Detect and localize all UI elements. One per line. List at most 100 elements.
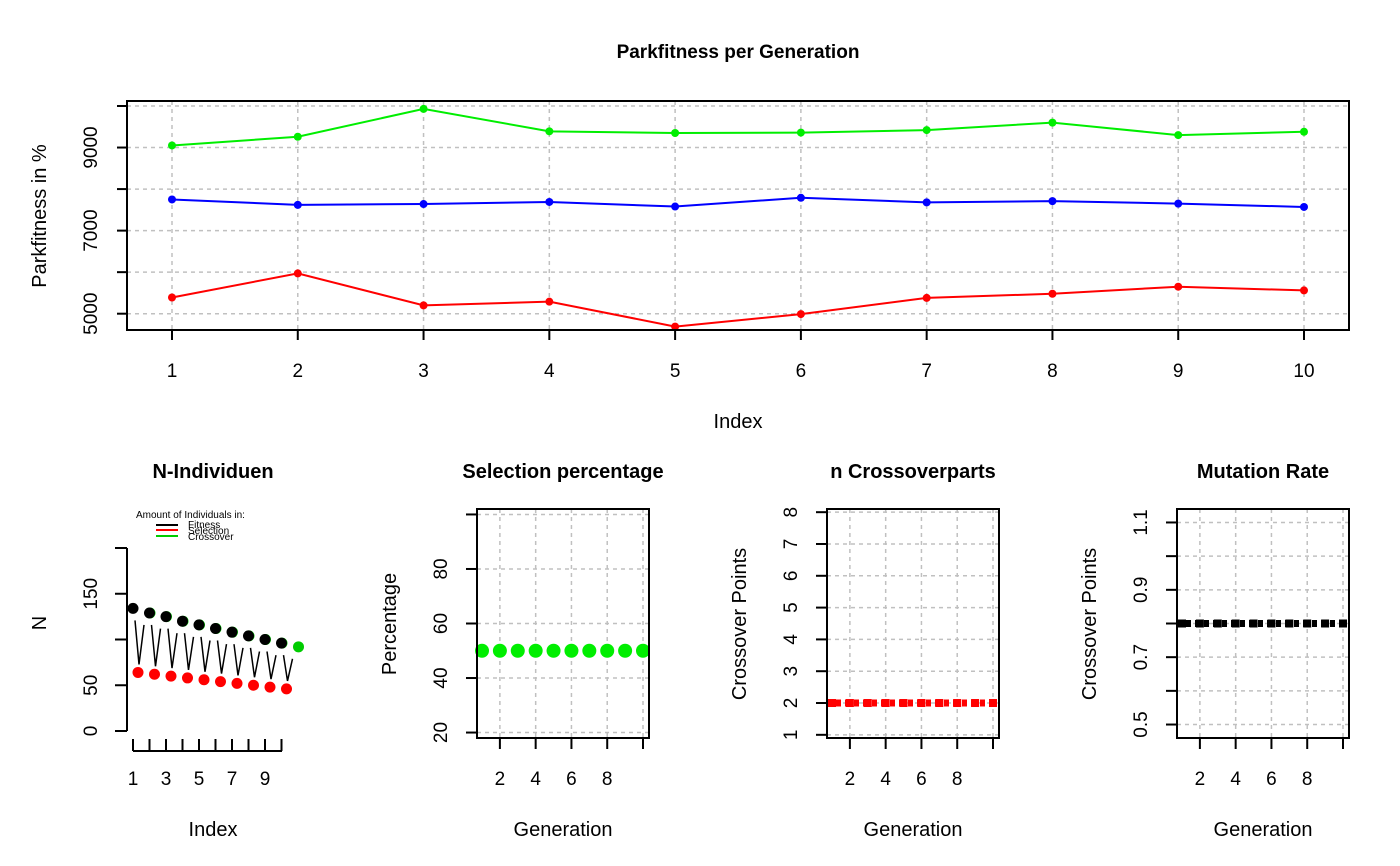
selection-point [215,676,226,688]
zigzag-line [200,636,211,672]
selection-x-label: Generation [514,819,613,841]
fitness-point [177,615,188,627]
selection-point [510,643,525,658]
zigzag-line [233,644,244,676]
series-point [168,195,176,204]
x-tick-label: 2 [845,769,856,790]
selection-point [165,670,177,682]
series-line [171,272,1305,328]
crossover-ticks: 2 4 6 8 1 2 3 4 5 6 7 8 [781,507,994,790]
series-point [419,200,428,209]
x-tick-label: 3 [161,769,172,790]
mutation-panel: Mutation Rate 2 4 6 8 0.5 0.7 0.9 1.1 Generatio… [1079,461,1350,841]
series-point [1300,127,1308,136]
crossover-point [863,699,872,708]
nindividuen-x-label: Index [189,819,238,841]
fitness-point [276,637,287,649]
crossover-point [989,699,997,708]
crossover-point [971,699,980,708]
selection-point [149,668,160,680]
y-tick-label: 4 [781,634,802,645]
nindividuen-y-label: N [29,616,51,630]
selection-point [528,643,543,658]
mutation-point [1178,619,1186,628]
series-point [1048,197,1057,206]
selection-ticks: 2 4 6 8 20 40 60 80 [431,513,644,790]
series-point [1048,118,1057,127]
crossover-panel: n Crossoverparts 2 4 6 8 1 2 3 4 5 6 7 8 Generation… [729,461,1000,841]
mutation-point [1321,619,1330,628]
series-point [922,126,931,135]
series-point [1174,282,1183,291]
fitness-point [193,619,205,631]
selection-y-label: Percentage [379,573,401,675]
y-tick-label: 7 [781,539,802,550]
x-tick-label: 2 [1195,769,1206,790]
selection-point [475,643,489,658]
zigzag-line [150,624,162,667]
zigzag-line [266,651,277,680]
series-point [1174,131,1183,140]
y-tick-label: 40 [431,667,452,688]
series-point [293,132,302,141]
selection-point [636,643,650,658]
legend-label-crossover: Crossover [188,532,234,543]
selection-title: Selection percentage [462,461,663,483]
series-point [168,293,176,302]
parkfitness-x-ticks: 1 2 3 4 5 6 7 8 9 10 [167,330,1315,382]
mutation-point [1267,619,1276,628]
selection-point [546,643,561,658]
x-tick-label: 1 [128,769,139,790]
x-tick-label: 8 [602,769,613,790]
mutation-data [1177,619,1349,628]
series-point [1048,289,1057,298]
y-tick-label: 9000 [81,126,102,168]
mutation-point [1303,619,1312,628]
x-tick-label: 6 [566,769,577,790]
series-point [671,202,680,211]
fitness-point [127,602,139,614]
selection-point [132,666,144,678]
x-tick-label: 8 [952,769,963,790]
crossover-frame [826,508,1000,739]
crossover-point [828,699,836,708]
x-tick-label: 3 [418,361,429,382]
y-tick-label: 8 [781,507,802,518]
series-point [796,310,805,319]
y-tick-label: 6 [781,571,802,582]
x-tick-label: 6 [1266,769,1277,790]
mutation-x-label: Generation [1214,819,1313,841]
selection-point [281,683,292,695]
x-tick-label: 4 [544,361,555,382]
x-tick-label: 5 [194,769,205,790]
zigzag-line [183,633,195,671]
nindividuen-panel: N-Individuen Amount of Individuals in: F… [29,461,304,841]
legend-label-selection: Selection [188,526,229,537]
zigzag-line [167,628,178,669]
parkfitness-title: Parkfitness per Generation [617,42,860,63]
selection-point [582,643,597,658]
mutation-point [1231,619,1240,628]
y-tick-label: 20 [431,722,452,743]
series-point [1300,286,1308,295]
series-point [419,301,428,310]
series-point [545,297,554,306]
zigzag-line [134,620,145,665]
mutation-ticks: 2 4 6 8 0.5 0.7 0.9 1.1 [1131,509,1344,790]
parkfitness-frame [126,100,1350,331]
crossover-x-label: Generation [864,819,963,841]
zigzag-line [282,655,294,682]
parkfitness-panel: Parkfitness per Generation 1 2 3 4 5 6 7 8 9 10 5… [29,42,1350,433]
mutation-point [1195,619,1204,628]
fitness-point [160,611,172,623]
legend-label-fitness: Fitness [188,520,220,531]
series-point [545,197,554,206]
crossover-point [917,699,926,708]
y-tick-label: 5 [781,602,802,613]
x-tick-label: 6 [796,361,807,382]
mutation-point [1339,619,1347,628]
series-line [171,107,1305,147]
nindividuen-legend: Amount of Individuals in: Fitness Select… [136,510,245,543]
fitness-point [259,634,271,645]
